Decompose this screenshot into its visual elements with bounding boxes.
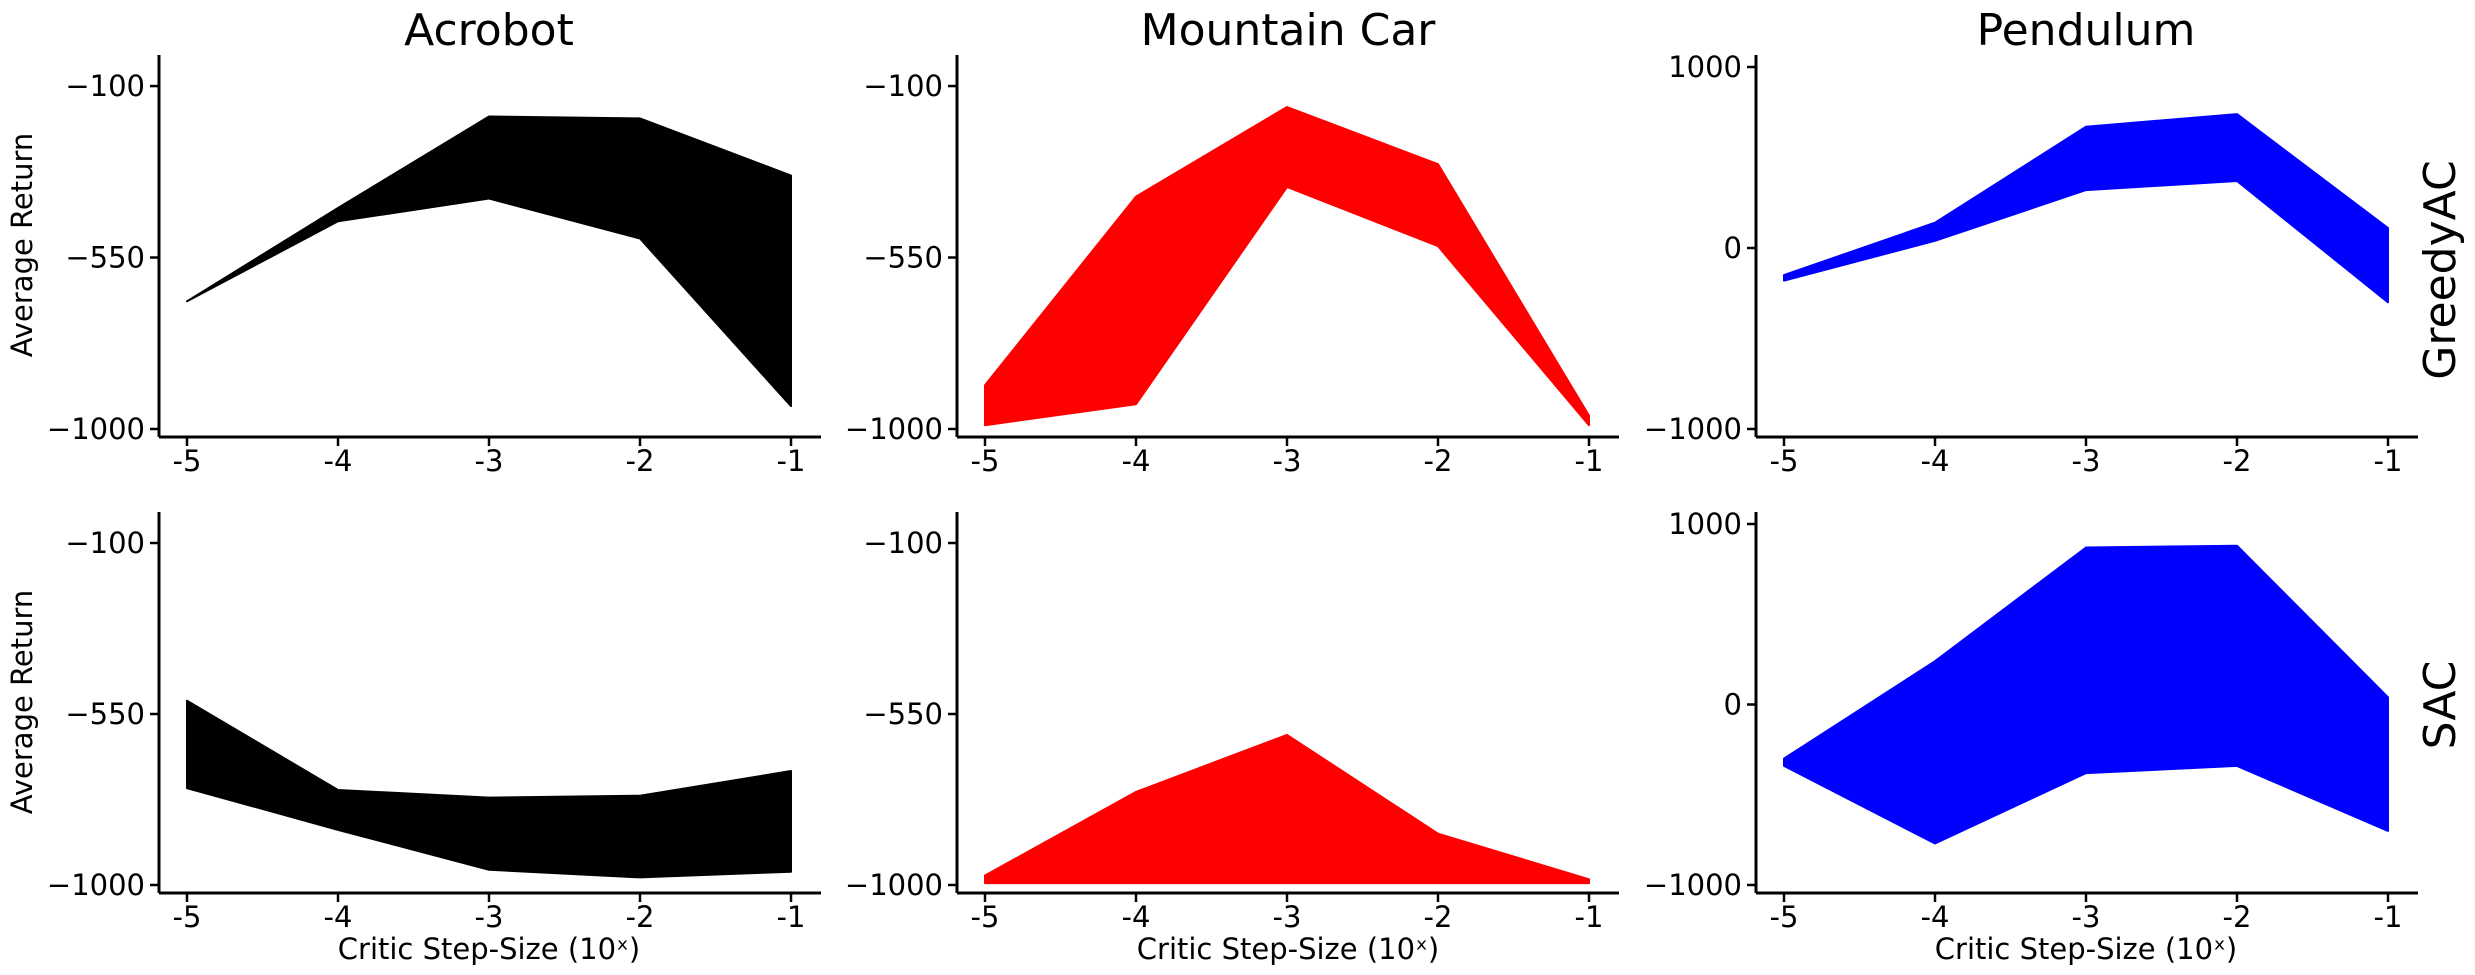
- confidence-band-greedyac-mountain-car: [984, 106, 1590, 427]
- y-axis-label-top: Average Return: [5, 133, 39, 358]
- row-label-greedyac: GreedyAC: [2415, 160, 2466, 379]
- x-tick-label-sac-pendulum: -1: [2374, 900, 2403, 934]
- panel-greedyac-acrobot: -5 -4 -3 -2 -1 −100 −550 −1000: [47, 55, 821, 478]
- y-tick-label-greedyac-pendulum: −1000: [1644, 412, 1742, 446]
- x-axis-label-pendulum: Critic Step-Size (10ˣ): [1935, 932, 2237, 966]
- x-tick-label-greedyac-pendulum: -4: [1921, 444, 1950, 478]
- y-tick-label-sac-pendulum: 0: [1724, 688, 1742, 722]
- confidence-band-greedyac-acrobot: [186, 115, 792, 408]
- column-title-acrobot: Acrobot: [404, 5, 574, 56]
- x-tick-label-sac-mountain-car: -3: [1273, 900, 1302, 934]
- y-axis-label-bottom: Average Return: [5, 590, 39, 815]
- confidence-band-sac-mountain-car: [984, 733, 1590, 885]
- y-tick-label-greedyac-acrobot: −100: [65, 69, 145, 103]
- x-tick-label-greedyac-mountain-car: -2: [1424, 444, 1453, 478]
- y-tick-label-sac-mountain-car: −550: [863, 697, 943, 731]
- row-label-sac: SAC: [2415, 661, 2466, 750]
- x-tick-label-sac-pendulum: -2: [2223, 900, 2252, 934]
- panel-greedyac-mountain-car: -5 -4 -3 -2 -1 −100 −550 −1000: [845, 55, 1619, 478]
- y-tick-label-sac-acrobot: −1000: [47, 868, 145, 902]
- x-tick-label-greedyac-acrobot: -2: [626, 444, 655, 478]
- x-tick-label-greedyac-acrobot: -5: [173, 444, 202, 478]
- x-tick-label-sac-pendulum: -5: [1770, 900, 1799, 934]
- x-axis-label-mountain-car: Critic Step-Size (10ˣ): [1137, 932, 1439, 966]
- y-tick-label-sac-pendulum: −1000: [1644, 868, 1742, 902]
- panel-greedyac-pendulum: -5 -4 -3 -2 -1 1000 0 −1000: [1644, 50, 2418, 478]
- x-tick-label-greedyac-pendulum: -5: [1770, 444, 1799, 478]
- x-tick-label-greedyac-acrobot: -3: [475, 444, 504, 478]
- y-tick-label-greedyac-mountain-car: −550: [863, 241, 943, 275]
- x-tick-label-sac-mountain-car: -2: [1424, 900, 1453, 934]
- y-tick-label-greedyac-acrobot: −1000: [47, 412, 145, 446]
- y-tick-label-sac-acrobot: −550: [65, 697, 145, 731]
- x-tick-label-greedyac-mountain-car: -1: [1575, 444, 1604, 478]
- y-tick-label-greedyac-pendulum: 0: [1724, 231, 1742, 265]
- x-tick-label-sac-mountain-car: -4: [1122, 900, 1151, 934]
- x-tick-label-greedyac-pendulum: -2: [2223, 444, 2252, 478]
- y-tick-label-greedyac-mountain-car: −100: [863, 69, 943, 103]
- y-tick-label-sac-acrobot: −100: [65, 526, 145, 560]
- x-tick-label-greedyac-mountain-car: -4: [1122, 444, 1151, 478]
- panels: -5 -4 -3 -2 -1−100−550−1000-5 -4 -3 -2 -1−100−55…: [47, 50, 2418, 934]
- x-tick-label-sac-acrobot: -2: [626, 900, 655, 934]
- x-tick-label-sac-acrobot: -1: [777, 900, 806, 934]
- x-tick-label-greedyac-acrobot: -4: [324, 444, 353, 478]
- x-tick-label-greedyac-pendulum: -3: [2072, 444, 2101, 478]
- x-tick-label-greedyac-pendulum: -1: [2374, 444, 2403, 478]
- x-tick-label-sac-acrobot: -3: [475, 900, 504, 934]
- y-tick-label-greedyac-mountain-car: −1000: [845, 412, 943, 446]
- x-tick-label-greedyac-acrobot: -1: [777, 444, 806, 478]
- y-tick-label-greedyac-pendulum: 1000: [1668, 50, 1742, 84]
- x-axis-label-acrobot: Critic Step-Size (10ˣ): [338, 932, 640, 966]
- confidence-band-greedyac-pendulum: [1783, 113, 2389, 304]
- x-tick-label-greedyac-mountain-car: -5: [971, 444, 1000, 478]
- panel-sac-pendulum: -5 -4 -3 -2 -1 1000 0 −1000: [1644, 507, 2418, 934]
- y-tick-label-sac-mountain-car: −1000: [845, 868, 943, 902]
- confidence-band-sac-pendulum: [1783, 544, 2389, 845]
- x-tick-label-sac-mountain-car: -1: [1575, 900, 1604, 934]
- x-tick-label-sac-acrobot: -5: [173, 900, 202, 934]
- y-tick-label-sac-mountain-car: −100: [863, 526, 943, 560]
- column-title-mountain-car: Mountain Car: [1141, 5, 1437, 56]
- column-title-pendulum: Pendulum: [1977, 5, 2196, 56]
- x-tick-label-greedyac-mountain-car: -3: [1273, 444, 1302, 478]
- x-tick-label-sac-pendulum: -4: [1921, 900, 1950, 934]
- panel-sac-acrobot: -5 -4 -3 -2 -1 −100 −550 −1000: [47, 512, 821, 934]
- confidence-band-sac-acrobot: [186, 699, 792, 879]
- y-tick-label-greedyac-acrobot: −550: [65, 241, 145, 275]
- x-tick-label-sac-pendulum: -3: [2072, 900, 2101, 934]
- panel-sac-mountain-car: -5 -4 -3 -2 -1 −100 −550 −1000: [845, 512, 1619, 934]
- x-tick-label-sac-acrobot: -4: [324, 900, 353, 934]
- x-tick-label-sac-mountain-car: -5: [971, 900, 1000, 934]
- y-tick-label-sac-pendulum: 1000: [1668, 507, 1742, 541]
